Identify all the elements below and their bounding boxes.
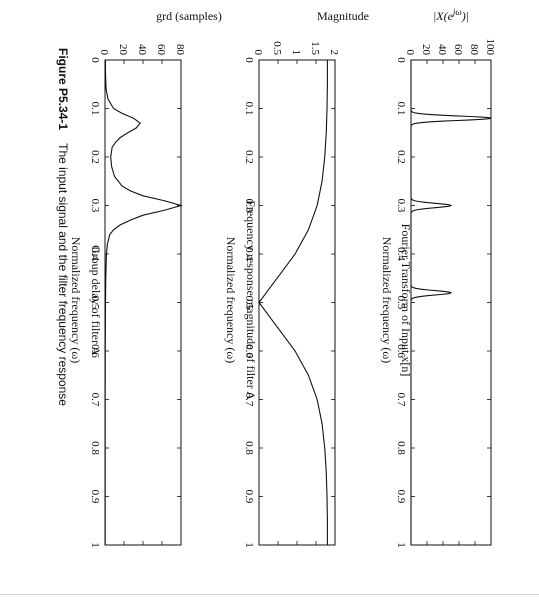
magnitude-axes: 0 0.1 0.2 0.3 0.4 0.5 0.6 0.7 0.8 0.9 1 0 0.5 1 1.5 2 xyxy=(243,41,340,548)
bottom-divider xyxy=(0,594,539,595)
group-delay-xtick-label: 0.8 xyxy=(89,441,101,455)
magnitude-xtick-label: 0.4 xyxy=(243,247,255,261)
fourier-xtick-label: 0.2 xyxy=(395,150,407,164)
fourier-ytick-label: 40 xyxy=(436,44,448,56)
fourier-xtick-label: 0.4 xyxy=(395,247,407,261)
group-delay-xtick-label: 0.2 xyxy=(89,150,101,164)
fourier-xtick-label: 0.1 xyxy=(395,102,407,116)
magnitude-xtick-label: 0.2 xyxy=(243,150,255,164)
figure-caption-text: The input signal and the filter frequenc… xyxy=(56,143,70,406)
group-delay-xtick-label: 0.1 xyxy=(89,102,101,116)
magnitude-xtick-label: 0 xyxy=(243,57,255,63)
fourier-title: Fourier Transform of Input x[n] xyxy=(399,224,413,377)
fourier-ylabel: |X(ejω)| xyxy=(433,7,469,23)
group-delay-xtick-label: 0.5 xyxy=(89,296,101,310)
group-delay-xtick-label: 1 xyxy=(89,542,101,548)
group-delay-ytick-label: 0 xyxy=(98,50,110,56)
group-delay-xtick-label: 0.4 xyxy=(89,247,101,261)
magnitude-series-line xyxy=(258,60,328,545)
magnitude-panel: Frequency response magnitude of filter A… xyxy=(224,9,369,548)
magnitude-xtick-label: 0.5 xyxy=(243,296,255,310)
magnitude-ytick-label: 0.5 xyxy=(271,41,283,55)
group-delay-title: Group delay of filter A xyxy=(89,245,103,355)
group-delay-xtick-label: 0.7 xyxy=(89,393,101,407)
fourier-xtick-label: 0.7 xyxy=(395,393,407,407)
fourier-series-line xyxy=(410,60,492,545)
magnitude-xtick-label: 1 xyxy=(243,542,255,548)
fourier-ytick-label: 80 xyxy=(468,44,480,56)
svg-text:Figure P5.34-1 The i: Figure P5.34-1 The input signal and the … xyxy=(56,48,70,406)
figure-caption-label: Figure P5.34-1 xyxy=(56,48,70,130)
group-delay-ytick-label: 60 xyxy=(155,44,167,56)
fourier-xlabel: Normalized frequency (ω) xyxy=(380,237,394,364)
fourier-xtick-label: 1 xyxy=(395,542,407,548)
magnitude-xtick-label: 0.8 xyxy=(243,441,255,455)
fourier-ytick-label: 60 xyxy=(452,44,464,56)
group-delay-frame xyxy=(104,59,182,546)
fourier-ytick-label: 0 xyxy=(404,50,416,56)
group-delay-axes: 0 0.1 0.2 0.3 0.4 0.5 0.6 0.7 0.8 0.9 1 0 20 40 60 80 xyxy=(89,44,186,548)
fourier-frame xyxy=(410,59,492,546)
group-delay-ytick-label: 80 xyxy=(174,44,186,56)
magnitude-xtick-label: 0.3 xyxy=(243,199,255,213)
magnitude-ylabel: Magnitude xyxy=(317,9,369,23)
fourier-xtick-label: 0.9 xyxy=(395,490,407,504)
group-delay-xtick-label: 0.6 xyxy=(89,344,101,358)
group-delay-series-line xyxy=(104,60,184,545)
magnitude-ytick-label: 0 xyxy=(252,50,264,56)
group-delay-ytick-label: 40 xyxy=(136,44,148,56)
group-delay-panel: Group delay of filter A grd (samples) 00… xyxy=(69,9,222,548)
figure-root: Fourier Transform of Input x[n] |X(ejω)|… xyxy=(56,7,496,548)
group-delay-xtick-label: 0.3 xyxy=(89,199,101,213)
magnitude-title: Frequency response magnitude of filter A xyxy=(244,200,258,400)
magnitude-xtick-label: 0.9 xyxy=(243,490,255,504)
fourier-xtick-label: 0.6 xyxy=(395,344,407,358)
group-delay-ylabel: grd (samples) xyxy=(156,9,222,23)
fourier-xtick-label: 0.8 xyxy=(395,441,407,455)
fourier-xtick-label: 0 xyxy=(395,57,407,63)
magnitude-ytick-label: 1.5 xyxy=(309,41,321,55)
fourier-ytick-label: 100 xyxy=(484,39,496,56)
magnitude-xtick-label: 0.6 xyxy=(243,344,255,358)
fourier-axes: 0 0.1 0.2 0.3 0.4 0.5 0.6 0.7 0.8 0.9 1 0 20 40 60 80 10… xyxy=(395,39,496,548)
magnitude-ytick-label: 2 xyxy=(328,50,340,56)
magnitude-ytick-label: 1 xyxy=(290,50,302,56)
fourier-ytick-label: 20 xyxy=(420,44,432,56)
group-delay-xtick-label: 0.9 xyxy=(89,490,101,504)
fourier-ylabel-group: |X(ejω)| xyxy=(433,7,469,23)
group-delay-xtick-label: 0 xyxy=(89,57,101,63)
magnitude-frame xyxy=(258,59,336,546)
figure-caption: Figure P5.34-1 The input signal and the … xyxy=(56,48,70,406)
group-delay-ytick-label: 20 xyxy=(117,44,129,56)
magnitude-xlabel: Normalized frequency (ω) xyxy=(224,237,238,364)
fourier-xtick-label: 0.3 xyxy=(395,199,407,213)
magnitude-xtick-label: 0.1 xyxy=(243,102,255,116)
group-delay-xlabel: Normalized frequency (ω) xyxy=(69,237,83,364)
fourier-xtick-label: 0.5 xyxy=(395,296,407,310)
magnitude-xtick-label: 0.7 xyxy=(243,393,255,407)
fourier-panel: Fourier Transform of Input x[n] |X(ejω)|… xyxy=(380,7,496,548)
